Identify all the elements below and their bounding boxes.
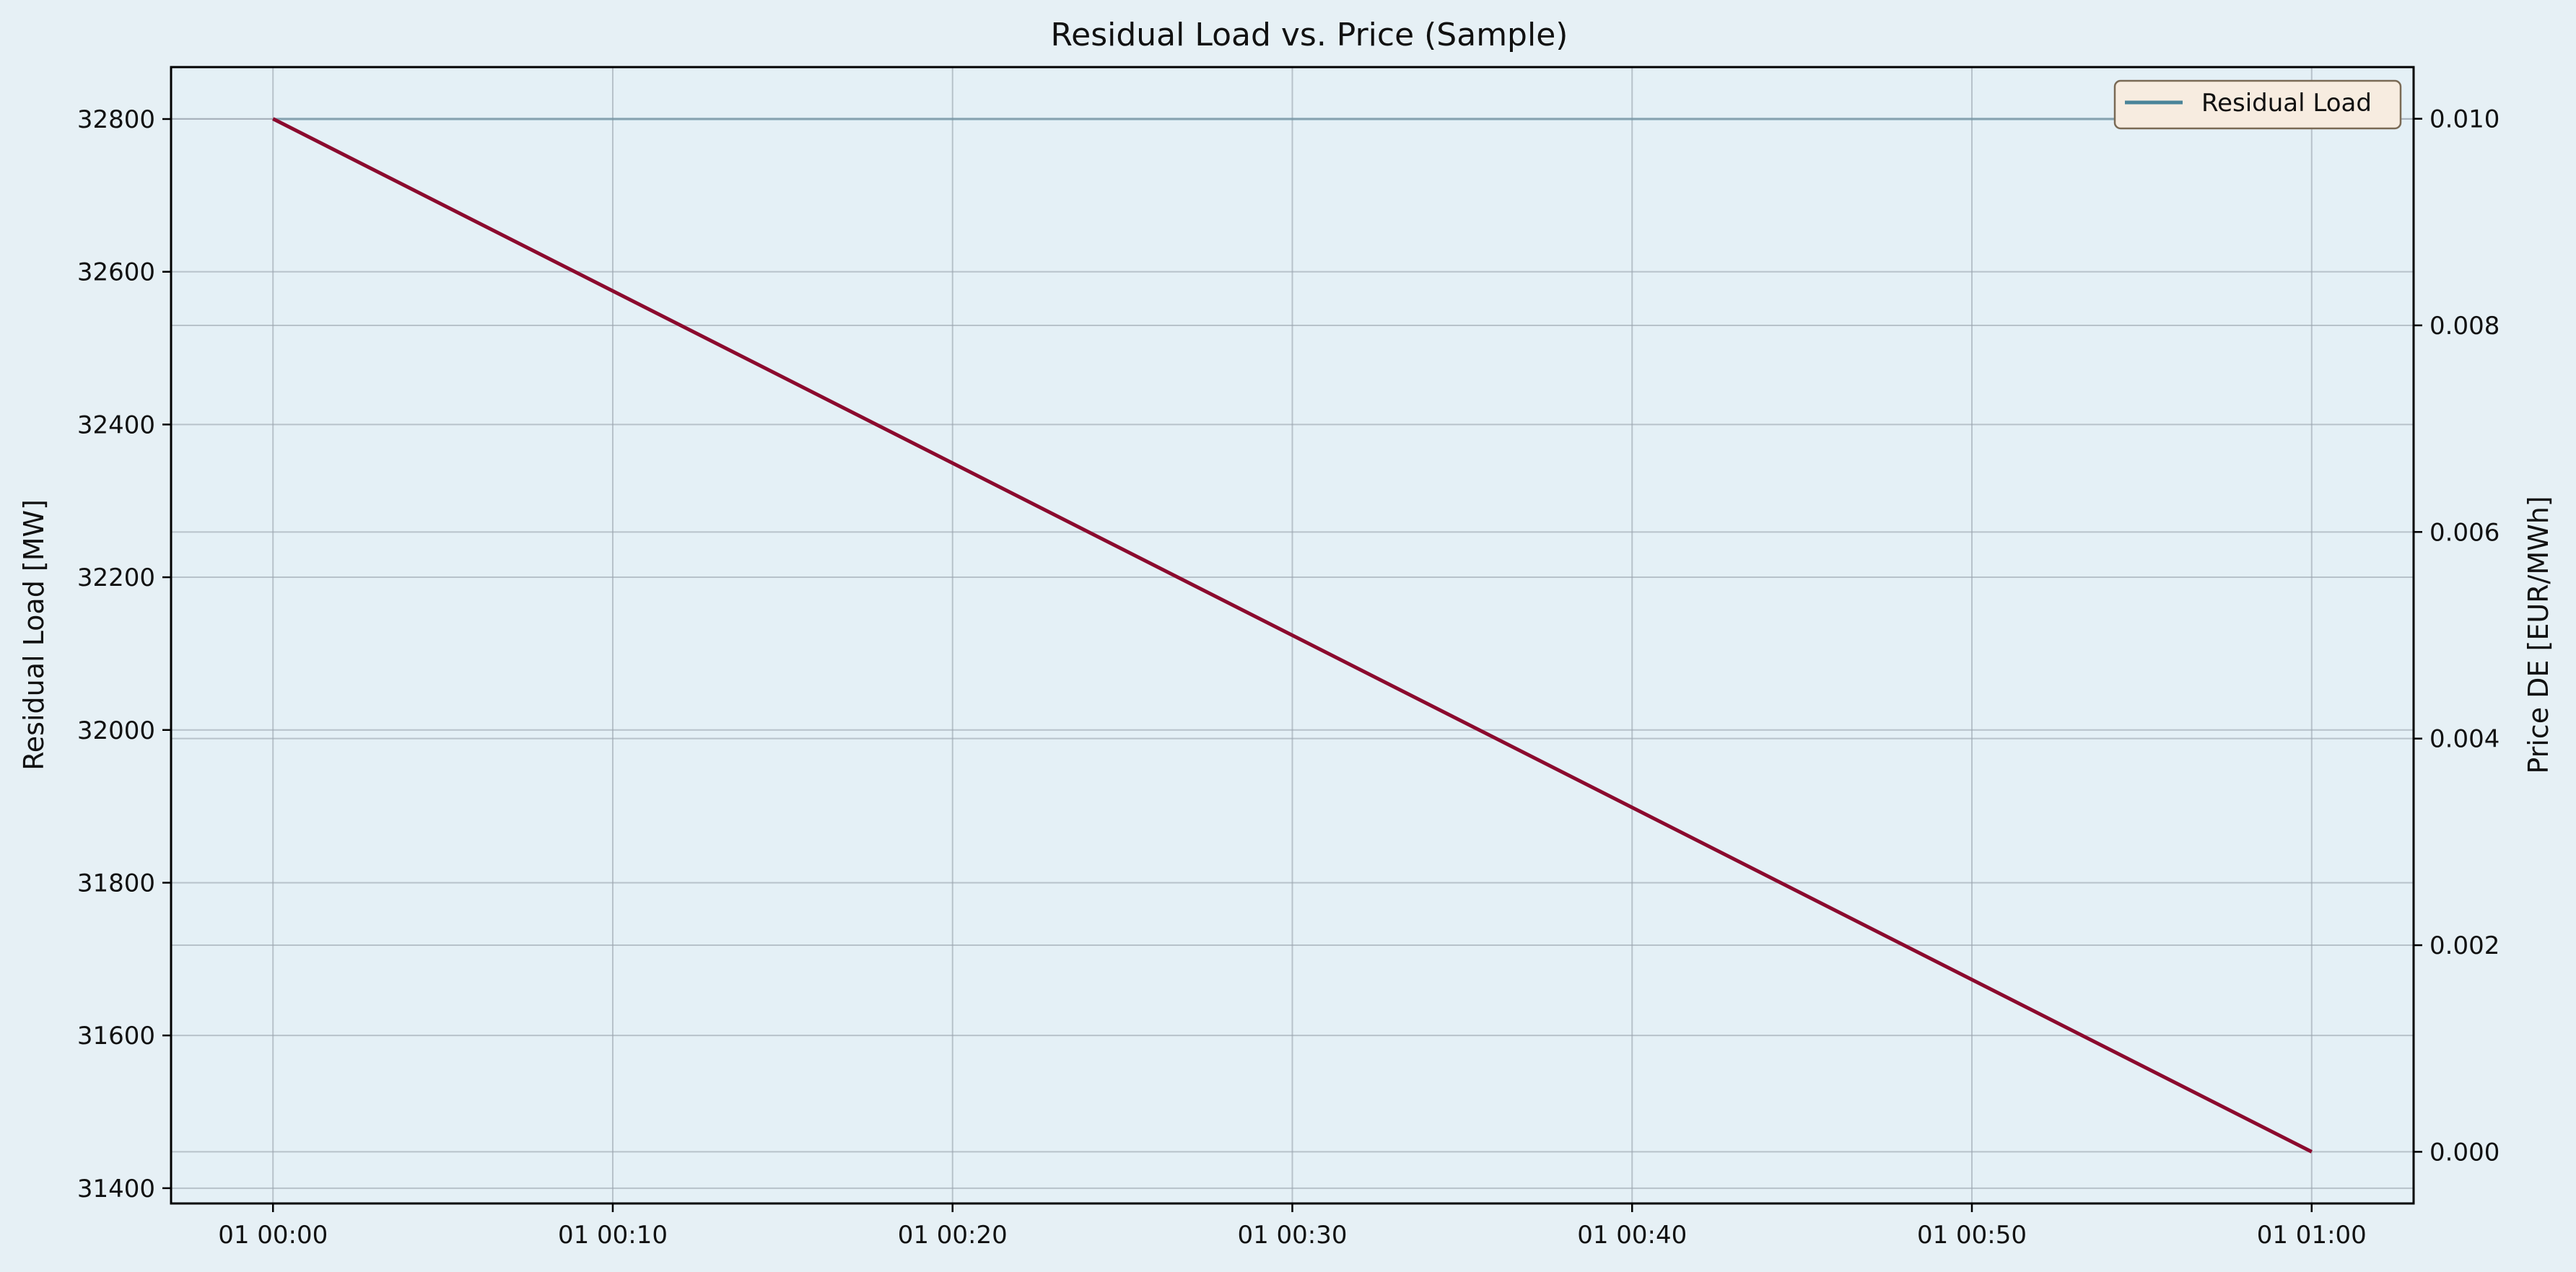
series-layer [272, 117, 2313, 1154]
y-tick-label: 32400 [77, 411, 155, 439]
y2-tick-label: 0.004 [2429, 725, 2499, 754]
y-tick-label: 32600 [77, 258, 155, 287]
y-tick-label: 31600 [77, 1022, 155, 1051]
legend: Residual Load [2113, 79, 2402, 130]
y2-tick-label: 0.008 [2429, 312, 2499, 341]
series-line-price [272, 117, 2313, 1154]
grid [171, 67, 2414, 1203]
y2-tick-label: 0.006 [2429, 518, 2499, 547]
x-axis: 01 00:00 01 00:10 01 00:20 01 00:30 01 00:40… [218, 1203, 2367, 1250]
y-axis-label: Residual Load [MW] [18, 499, 50, 771]
x-tick-label: 01 00:50 [1917, 1221, 2027, 1250]
y2-tick-label: 0.002 [2429, 931, 2499, 960]
x-tick-label: 01 00:10 [558, 1221, 668, 1250]
y-tick-label: 32200 [77, 563, 155, 592]
chart-title: Residual Load vs. Price (Sample) [1051, 17, 1568, 53]
x-tick-label: 01 01:00 [2257, 1221, 2367, 1250]
y-tick-label: 32000 [77, 716, 155, 745]
legend-label-residual-load: Residual Load [2201, 89, 2372, 118]
legend-box [2113, 79, 2402, 130]
y2-tick-label: 0.010 [2429, 105, 2499, 134]
x-tick-label: 01 00:40 [1577, 1221, 1687, 1250]
left-axis: 31400 31600 31800 32000 32200 32400 32600 32800 [77, 105, 171, 1203]
y-tick-label: 31800 [77, 869, 155, 898]
x-tick-label: 01 00:30 [1237, 1221, 1347, 1250]
y-tick-label: 31400 [77, 1175, 155, 1203]
right-axis: 0.000 0.002 0.004 0.006 0.008 0.010 [2414, 105, 2499, 1167]
y2-axis-label: Price DE [EUR/MWh] [2523, 496, 2554, 773]
x-tick-label: 01 00:20 [898, 1221, 1008, 1250]
x-tick-label: 01 00:00 [218, 1221, 328, 1250]
y2-tick-label: 0.000 [2429, 1138, 2499, 1167]
y-tick-label: 32800 [77, 105, 155, 134]
